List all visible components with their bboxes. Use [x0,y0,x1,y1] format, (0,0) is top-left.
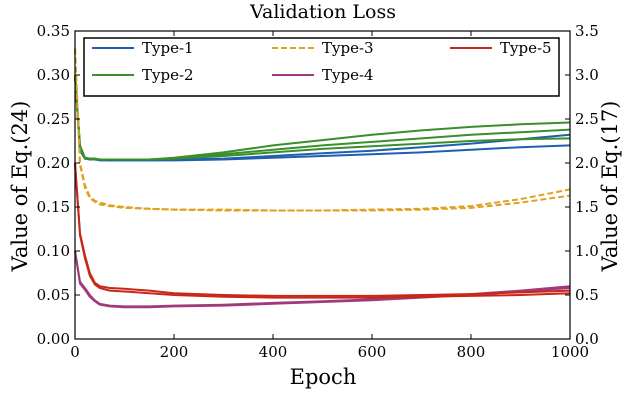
x-tick-label: 0 [70,343,80,361]
plot-axes [74,30,571,340]
legend-label-type-3: Type-3 [322,39,374,57]
series-line-type-4-8 [74,250,571,309]
plot-frame [74,30,571,340]
x-tick-label: 200 [160,343,189,361]
x-axis-title: Epoch [290,365,357,389]
y-right-tick-label: 2.0 [575,154,599,172]
series-line-type-2-4 [74,74,571,161]
y-right-tick-label: 0.5 [575,286,599,304]
series-line-type-3-6 [74,48,571,212]
legend-label-type-2: Type-2 [142,66,194,84]
y-left-tick-label: 0.30 [37,66,70,84]
y-right-tick-label: 2.5 [575,110,599,128]
legend-label-type-1: Type-1 [142,39,194,57]
y-axis-left-title: Value of Eq.(24) [8,101,32,273]
y-right-tick-label: 3.5 [575,22,599,40]
legend-label-type-5: Type-5 [500,39,552,57]
legend: Type-1 Type-2 Type-3 Type-4 Type-5 [83,37,560,97]
axis-ticks: 0 200 400 600 800 1000 0.00 0.05 0.10 0.15 0.20 0.2… [37,22,599,361]
y-left-tick-label: 0.10 [37,242,70,260]
series-line-type-5-10 [74,162,571,299]
x-tick-label: 400 [259,343,288,361]
y-left-tick-label: 0.35 [37,22,70,40]
y-left-tick-label: 0.15 [37,198,70,216]
x-tick-label: 800 [457,343,486,361]
y-right-tick-label: 0.0 [575,330,599,348]
y-left-tick-label: 0.05 [37,286,70,304]
x-tick-label: 1000 [551,343,589,361]
y-left-tick-label: 0.00 [37,330,70,348]
series-lines [74,48,571,309]
chart-title: Validation Loss [249,1,396,23]
legend-label-type-4: Type-4 [322,66,374,84]
y-left-tick-label: 0.20 [37,154,70,172]
y-right-tick-label: 3.0 [575,66,599,84]
series-line-type-5-9 [74,162,571,297]
y-right-tick-label: 1.5 [575,198,599,216]
x-tick-label: 600 [358,343,387,361]
y-right-tick-label: 1.0 [575,242,599,260]
y-left-tick-label: 0.25 [37,110,70,128]
y-axis-right-title: Value of Eq.(17) [598,101,622,273]
